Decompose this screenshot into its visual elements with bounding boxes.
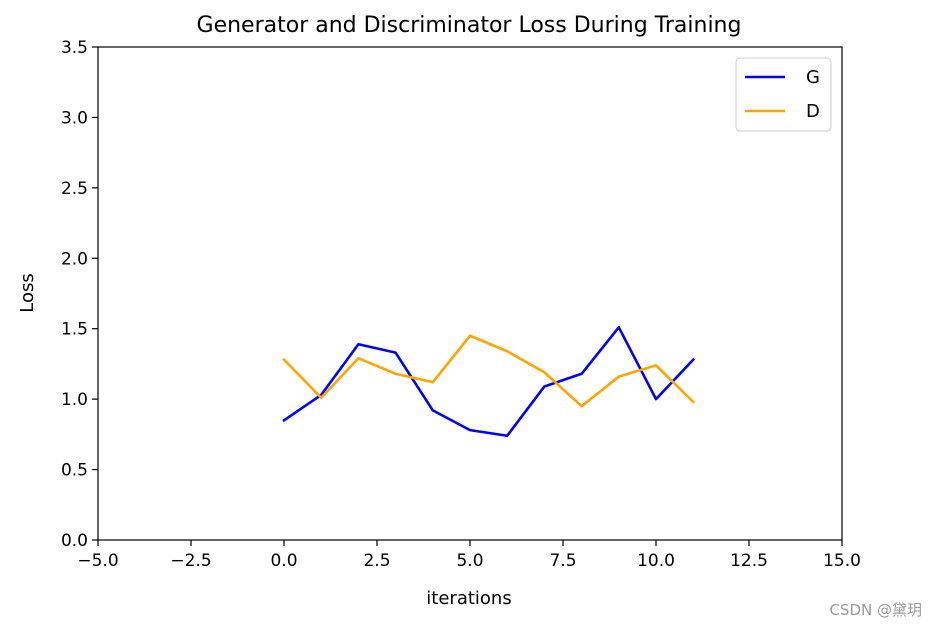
legend-label-G: G (806, 67, 820, 88)
chart-title: Generator and Discriminator Loss During … (197, 13, 742, 38)
y-tick-label: 0.5 (61, 461, 88, 481)
y-tick-label: 0.0 (61, 531, 88, 551)
y-tick-label: 1.0 (61, 390, 88, 410)
x-tick-label: 0.0 (270, 551, 297, 571)
series-line-D (282, 334, 696, 408)
y-tick-label: 3.5 (61, 38, 88, 58)
x-tick-label: −5.0 (77, 551, 118, 571)
x-tick-label: 2.5 (363, 551, 390, 571)
y-tick-label: 2.0 (61, 249, 88, 269)
y-tick-label: 2.5 (61, 179, 88, 199)
x-tick-label: 15.0 (823, 551, 861, 571)
x-tick-label: −2.5 (170, 551, 211, 571)
series-line-G (282, 326, 696, 438)
legend: GD (735, 57, 832, 132)
x-axis-label: iterations (426, 588, 511, 609)
x-tick-label: 10.0 (637, 551, 675, 571)
x-tick-label: 7.5 (549, 551, 576, 571)
axes-frame (97, 46, 843, 541)
y-axis-label: Loss (17, 273, 38, 312)
legend-label-D: D (806, 101, 820, 122)
plot-area: −5.0 −2.5 0.0 2.5 5.0 7.5 10.0 12.5 15.0 0.0 0.5 1.… (61, 38, 861, 571)
x-tick-label: 12.5 (730, 551, 768, 571)
y-tick-label: 3.0 (61, 108, 88, 128)
y-tick-label: 1.5 (61, 320, 88, 340)
watermark: CSDN @黛玥 (829, 601, 922, 619)
x-tick-label: 5.0 (456, 551, 483, 571)
